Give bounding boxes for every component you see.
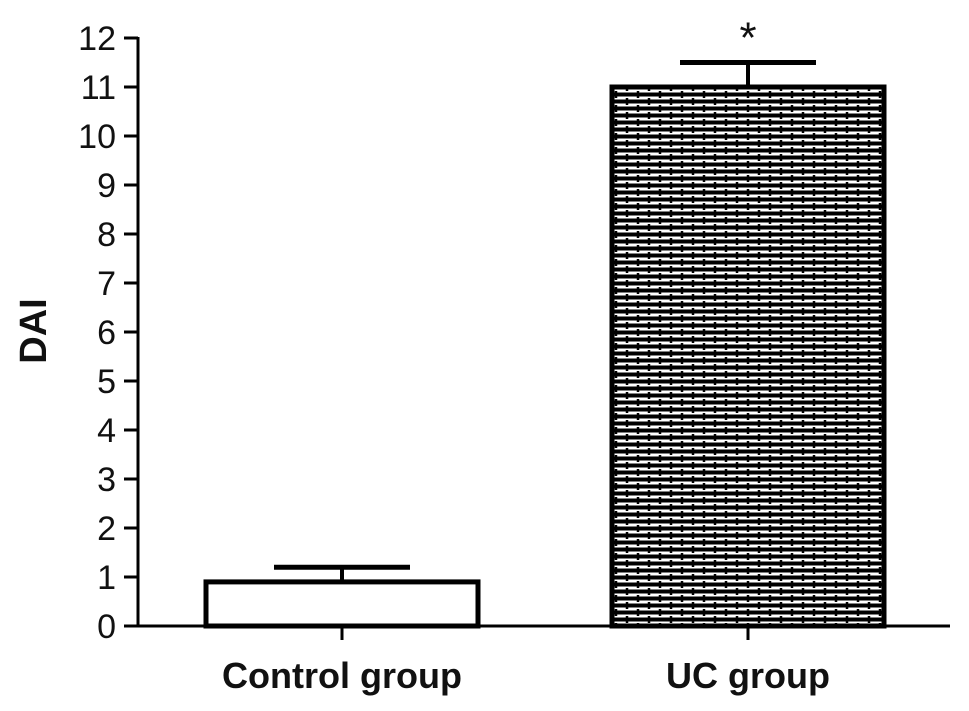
y-tick-label: 7 <box>97 265 116 303</box>
significance-marker: * <box>739 14 756 63</box>
y-tick-label: 0 <box>97 608 116 646</box>
y-tick-label: 5 <box>97 363 116 401</box>
x-tick-label: Control group <box>222 655 462 696</box>
bar-control-group <box>203 579 481 629</box>
bars: * <box>203 14 887 629</box>
y-axis-title: DAI <box>13 298 55 363</box>
x-tick-label: UC group <box>666 655 830 696</box>
y-tick-label: 6 <box>97 314 116 352</box>
x-axis-labels: Control group UC group <box>222 626 830 696</box>
y-tick-label: 11 <box>81 69 116 107</box>
y-tick-label: 2 <box>97 510 116 548</box>
y-tick-label: 8 <box>97 216 116 254</box>
y-tick-label: 10 <box>78 118 116 156</box>
bar-uc-group <box>609 84 887 629</box>
y-tick-label: 12 <box>78 20 116 58</box>
y-tick-label: 9 <box>97 167 116 205</box>
y-tick-label: 4 <box>97 412 116 450</box>
y-tick-label: 1 <box>97 559 116 597</box>
y-tick-label: 3 <box>97 461 116 499</box>
